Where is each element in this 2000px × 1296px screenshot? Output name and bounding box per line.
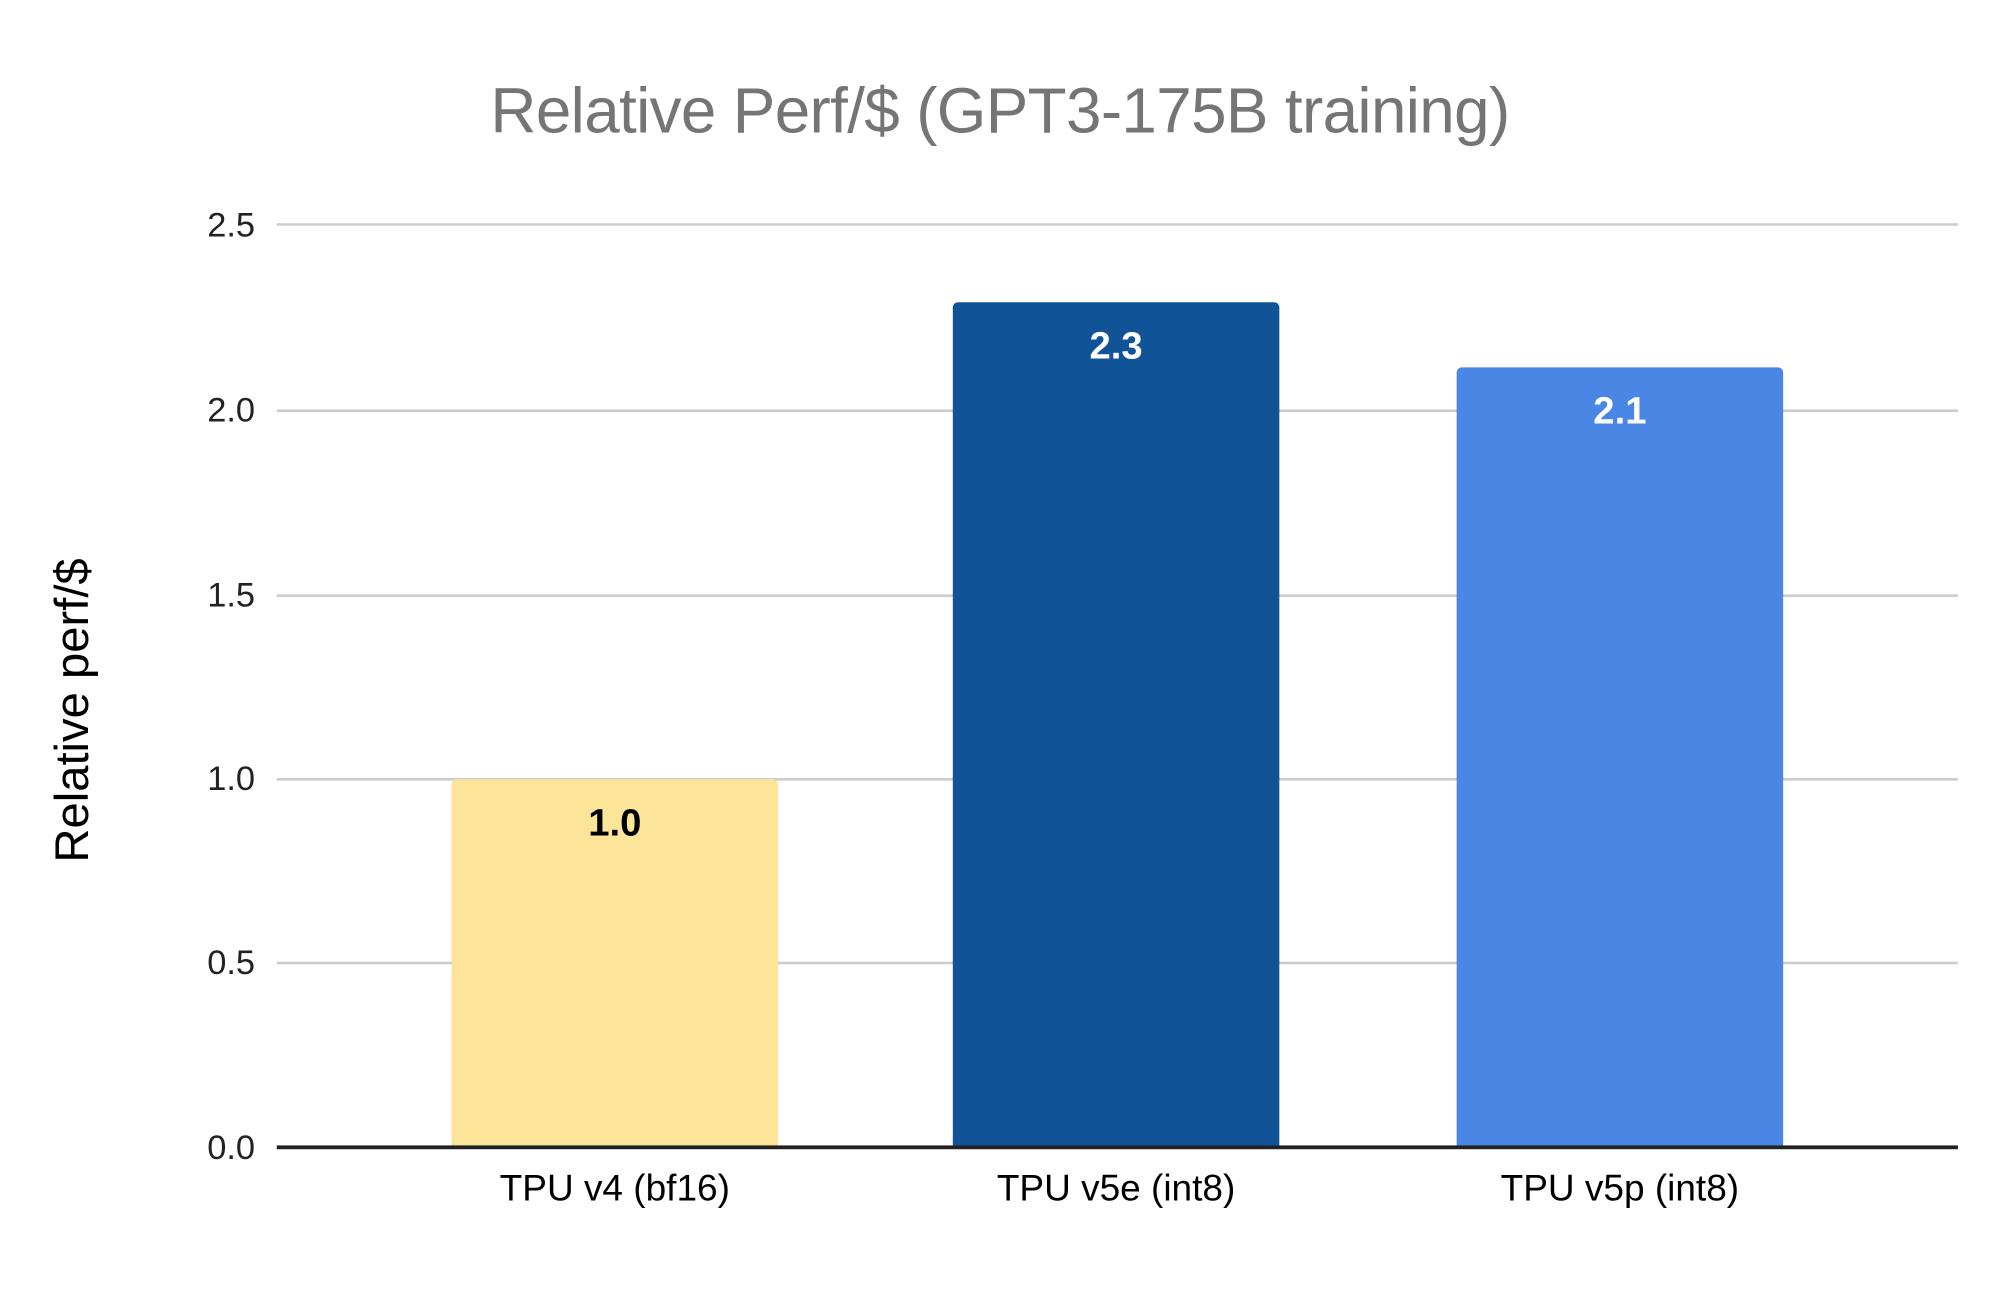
x-axis-baseline — [276, 1145, 1958, 1150]
bar-tpu-v4: 1.0 — [451, 779, 779, 1148]
x-label-tpu-v4: TPU v4 (bf16) — [499, 1168, 730, 1210]
y-tick-1-5: 1.5 — [207, 575, 256, 615]
y-tick-2-0: 2.0 — [207, 390, 256, 430]
x-label-tpu-v5p: TPU v5p (int8) — [1500, 1168, 1740, 1210]
chart-title: Relative Perf/$ (GPT3-175B training) — [490, 75, 1510, 147]
y-tick-2-5: 2.5 — [207, 205, 256, 245]
y-axis-label: Relative perf/$ — [45, 558, 99, 863]
y-tick-0-5: 0.5 — [207, 943, 256, 982]
bar-value-label: 2.1 — [1593, 390, 1647, 433]
bar-tpu-v5p: 2.1 — [1456, 367, 1784, 1148]
bar-value-label: 1.0 — [588, 802, 642, 845]
bar-value-label: 2.3 — [1089, 325, 1143, 368]
y-tick-1-0: 1.0 — [207, 759, 256, 798]
x-label-tpu-v5e: TPU v5e (int8) — [996, 1168, 1236, 1210]
gridline-2-5 — [276, 223, 1958, 226]
y-tick-0-0: 0.0 — [207, 1128, 256, 1167]
bar-tpu-v5e: 2.3 — [952, 302, 1280, 1148]
